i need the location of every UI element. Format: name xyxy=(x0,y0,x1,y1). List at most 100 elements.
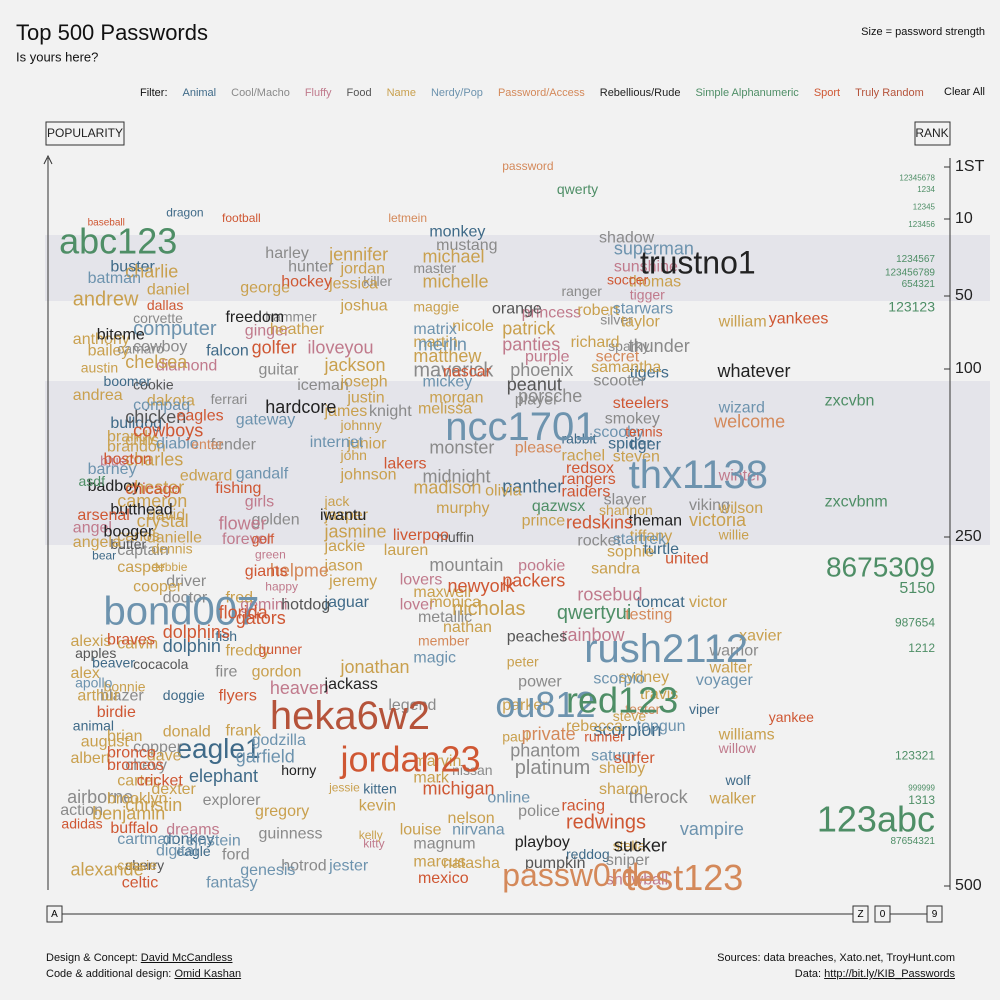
password-word: shelby xyxy=(599,760,645,777)
credit-label: Design & Concept: xyxy=(46,952,138,964)
password-word: chris xyxy=(125,432,159,449)
password-word: jeremy xyxy=(328,573,377,590)
password-word: jaguar xyxy=(324,594,370,611)
password-word: topgun xyxy=(637,718,686,735)
password-word: martin xyxy=(413,334,457,351)
password-word: cowboy xyxy=(133,338,187,355)
data-link[interactable]: http://bit.ly/KIB_Passwords xyxy=(824,968,955,980)
password-word: panther xyxy=(502,476,563,496)
password-word: einstein xyxy=(186,833,241,850)
password-word: heaven xyxy=(270,678,329,698)
password-word: diablo xyxy=(156,435,199,452)
password-word: gregory xyxy=(255,803,309,820)
password-word: johnny xyxy=(339,417,381,433)
password-word: runner xyxy=(584,729,625,745)
password-word: olivia xyxy=(485,482,522,499)
label-box xyxy=(45,121,125,146)
password-word: letmein xyxy=(388,211,427,225)
password-word: mickey xyxy=(422,374,472,391)
password-word: christin xyxy=(125,795,182,815)
data-source: Data: http://bit.ly/KIB_Passwords xyxy=(795,968,955,980)
password-word: jessie xyxy=(328,780,360,794)
password-word: smokey xyxy=(605,411,660,428)
password-word: monica xyxy=(429,594,481,611)
credit-link[interactable]: David McCandless xyxy=(140,952,233,964)
password-word: godzilla xyxy=(252,732,306,749)
password-word: cocacola xyxy=(133,656,188,672)
password-word: falcon xyxy=(206,343,249,360)
password-word: playboy xyxy=(515,834,570,851)
password-word: peaches xyxy=(507,629,568,646)
filter-item[interactable]: Truly Random xyxy=(855,87,924,99)
password-word: testing xyxy=(625,606,672,623)
password-word: bronco xyxy=(107,745,156,762)
password-word: jester xyxy=(328,858,369,875)
password-word: blue xyxy=(100,453,127,469)
password-word: hockey xyxy=(281,274,332,291)
credit-link[interactable]: Omid Kashan xyxy=(174,968,242,980)
password-word: hotdog xyxy=(281,597,330,614)
password-word: rocket xyxy=(577,532,621,549)
password-word: surfer xyxy=(614,750,656,767)
password-word: scooby xyxy=(593,424,644,441)
password-word: baseball xyxy=(88,217,125,228)
password-word: turtle xyxy=(643,541,679,558)
password-word: nascar xyxy=(443,364,492,381)
filter-item[interactable]: Sport xyxy=(813,87,841,99)
password-word: tester xyxy=(625,701,660,717)
filter-item[interactable]: Name xyxy=(386,87,416,99)
filter-item[interactable]: Animal xyxy=(182,87,217,99)
password-word: donald xyxy=(163,724,211,741)
password-word: cassie xyxy=(117,857,157,873)
password-word: doctor xyxy=(163,590,208,607)
filter-item[interactable]: Cool/Macho xyxy=(231,87,290,99)
password-word: digital xyxy=(156,842,198,859)
password-word: dragon xyxy=(166,205,203,219)
password-word: ford xyxy=(222,847,250,864)
label-box xyxy=(46,905,63,923)
password-word: hammer xyxy=(265,309,317,325)
filter-item[interactable]: Simple Alphanumeric xyxy=(695,87,799,99)
password-word: williams xyxy=(718,726,775,743)
password-word: patrick xyxy=(502,318,556,338)
password-word: eagle1 xyxy=(176,733,260,764)
filter-item[interactable]: Rebellious/Rude xyxy=(599,87,681,99)
password-word: harley xyxy=(265,245,309,262)
password-word: jessica xyxy=(328,276,378,293)
password-word: jennifer xyxy=(328,244,388,264)
password-word: diamond xyxy=(156,357,217,374)
password-word: rabbit xyxy=(561,430,596,446)
password-word: sandra xyxy=(591,560,640,577)
password-word: horny xyxy=(281,762,316,778)
password-word: thomas xyxy=(629,274,681,291)
x-digit-label: 9 xyxy=(932,909,938,920)
password-word: 8675309 xyxy=(826,551,935,582)
password-word: captain xyxy=(117,542,169,559)
password-word: 12345 xyxy=(913,203,936,212)
password-word: bulldog xyxy=(110,415,162,432)
password-word: qwertyui xyxy=(557,602,631,624)
password-word: redskins xyxy=(566,512,633,532)
filter-item[interactable]: Food xyxy=(346,87,372,99)
password-word: cherry xyxy=(125,857,164,873)
filter-item[interactable]: Nerdy/Pop xyxy=(430,87,483,99)
password-word: fantasy xyxy=(206,874,258,891)
password-word: mountain xyxy=(429,555,503,575)
password-word: heather xyxy=(270,321,325,338)
password-word: blazer xyxy=(100,687,144,704)
password-word: newyork xyxy=(448,576,516,596)
password-word: arthur xyxy=(77,687,119,704)
password-word: pumpkin xyxy=(525,855,585,872)
password-word: scorpio xyxy=(593,671,645,688)
y-tick-label: 500 xyxy=(955,877,982,894)
password-word: sophie xyxy=(607,544,654,561)
password-word: fred xyxy=(225,590,253,607)
filter-item[interactable]: Fluffy xyxy=(304,87,332,99)
password-word: joshua xyxy=(339,297,387,314)
password-word: debbie xyxy=(151,560,187,574)
clear-all[interactable]: Clear All xyxy=(944,86,985,98)
password-word: 123456 xyxy=(908,220,935,229)
password-word: yankee xyxy=(769,709,814,725)
filter-item[interactable]: Password/Access xyxy=(497,87,585,99)
